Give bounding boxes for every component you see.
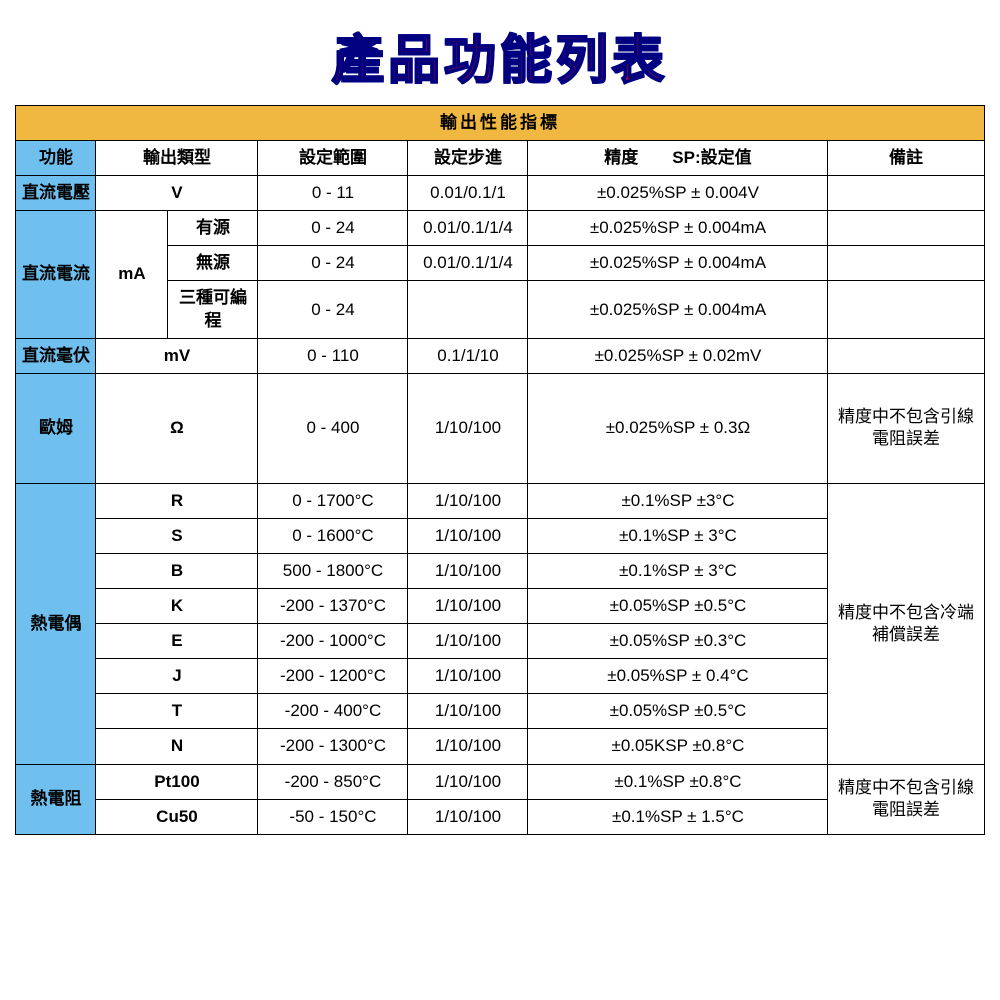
type-cell: Ω: [96, 373, 258, 483]
step-cell: 0.1/1/10: [408, 338, 528, 373]
table-row: 熱電阻 Pt100 -200 - 850°C 1/10/100 ±0.1%SP …: [16, 764, 984, 799]
step-cell: 1/10/100: [408, 589, 528, 624]
hdr-note: 備註: [828, 141, 984, 176]
subtype-cell: 無源: [168, 246, 258, 281]
type-cell: N: [96, 729, 258, 764]
type-cell: mA: [96, 211, 168, 338]
table-row: 歐姆 Ω 0 - 400 1/10/100 ±0.025%SP ± 0.3Ω 精…: [16, 373, 984, 483]
range-cell: 0 - 1700°C: [258, 483, 408, 518]
func-cell: 歐姆: [16, 373, 96, 483]
acc-cell: ±0.1%SP ±3°C: [528, 483, 828, 518]
acc-cell: ±0.05%SP ±0.3°C: [528, 624, 828, 659]
acc-cell: ±0.05%SP ± 0.4°C: [528, 659, 828, 694]
range-cell: 0 - 24: [258, 281, 408, 338]
acc-cell: ±0.1%SP ± 1.5°C: [528, 799, 828, 834]
step-cell: 1/10/100: [408, 659, 528, 694]
note-cell: [828, 176, 984, 211]
step-cell: 1/10/100: [408, 799, 528, 834]
page-title: 產品功能列表: [0, 0, 1000, 105]
table-banner-row: 輸出性能指標: [16, 106, 984, 141]
note-cell: [828, 246, 984, 281]
acc-cell: ±0.025%SP ± 0.3Ω: [528, 373, 828, 483]
type-cell: T: [96, 694, 258, 729]
type-cell: R: [96, 483, 258, 518]
note-cell: [828, 211, 984, 246]
step-cell: 0.01/0.1/1: [408, 176, 528, 211]
step-cell: 1/10/100: [408, 373, 528, 483]
step-cell: [408, 281, 528, 338]
range-cell: -50 - 150°C: [258, 799, 408, 834]
acc-cell: ±0.025%SP ± 0.004mA: [528, 211, 828, 246]
func-cell: 熱電阻: [16, 764, 96, 834]
func-cell: 熱電偶: [16, 483, 96, 764]
range-cell: -200 - 400°C: [258, 694, 408, 729]
step-cell: 0.01/0.1/1/4: [408, 246, 528, 281]
range-cell: 0 - 1600°C: [258, 518, 408, 553]
range-cell: 0 - 24: [258, 246, 408, 281]
hdr-range: 設定範圍: [258, 141, 408, 176]
acc-cell: ±0.025%SP ± 0.004mA: [528, 246, 828, 281]
acc-cell: ±0.1%SP ± 3°C: [528, 553, 828, 588]
type-cell: K: [96, 589, 258, 624]
note-cell: 精度中不包含引線電阻誤差: [828, 764, 984, 834]
table-row: 直流電流 mA 有源 0 - 24 0.01/0.1/1/4 ±0.025%SP…: [16, 211, 984, 246]
table-row: 直流毫伏 mV 0 - 110 0.1/1/10 ±0.025%SP ± 0.0…: [16, 338, 984, 373]
step-cell: 1/10/100: [408, 518, 528, 553]
step-cell: 1/10/100: [408, 553, 528, 588]
range-cell: 0 - 24: [258, 211, 408, 246]
range-cell: -200 - 1200°C: [258, 659, 408, 694]
acc-cell: ±0.025%SP ± 0.02mV: [528, 338, 828, 373]
range-cell: -200 - 1370°C: [258, 589, 408, 624]
range-cell: 500 - 1800°C: [258, 553, 408, 588]
range-cell: 0 - 400: [258, 373, 408, 483]
step-cell: 1/10/100: [408, 624, 528, 659]
type-cell: B: [96, 553, 258, 588]
hdr-func: 功能: [16, 141, 96, 176]
range-cell: -200 - 1000°C: [258, 624, 408, 659]
type-cell: S: [96, 518, 258, 553]
range-cell: -200 - 850°C: [258, 764, 408, 799]
step-cell: 1/10/100: [408, 764, 528, 799]
hdr-type: 輸出類型: [96, 141, 258, 176]
table-row: 直流電壓 V 0 - 11 0.01/0.1/1 ±0.025%SP ± 0.0…: [16, 176, 984, 211]
acc-cell: ±0.025%SP ± 0.004V: [528, 176, 828, 211]
acc-cell: ±0.05KSP ±0.8°C: [528, 729, 828, 764]
range-cell: -200 - 1300°C: [258, 729, 408, 764]
table-row: 熱電偶 R 0 - 1700°C 1/10/100 ±0.1%SP ±3°C 精…: [16, 483, 984, 518]
note-cell: 精度中不包含冷端補償誤差: [828, 483, 984, 764]
type-cell: J: [96, 659, 258, 694]
banner-cell: 輸出性能指標: [16, 106, 984, 141]
subtype-cell: 有源: [168, 211, 258, 246]
subtype-cell: 三種可編程: [168, 281, 258, 338]
step-cell: 1/10/100: [408, 694, 528, 729]
acc-cell: ±0.025%SP ± 0.004mA: [528, 281, 828, 338]
hdr-step: 設定步進: [408, 141, 528, 176]
acc-cell: ±0.05%SP ±0.5°C: [528, 589, 828, 624]
range-cell: 0 - 11: [258, 176, 408, 211]
type-cell: E: [96, 624, 258, 659]
acc-cell: ±0.1%SP ± 3°C: [528, 518, 828, 553]
type-cell: Cu50: [96, 799, 258, 834]
note-cell: 精度中不包含引線電阻誤差: [828, 373, 984, 483]
type-cell: Pt100: [96, 764, 258, 799]
type-cell: mV: [96, 338, 258, 373]
func-cell: 直流電流: [16, 211, 96, 338]
func-cell: 直流電壓: [16, 176, 96, 211]
range-cell: 0 - 110: [258, 338, 408, 373]
type-cell: V: [96, 176, 258, 211]
acc-cell: ±0.05%SP ±0.5°C: [528, 694, 828, 729]
hdr-accuracy: 精度 SP:設定值: [528, 141, 828, 176]
step-cell: 1/10/100: [408, 483, 528, 518]
note-cell: [828, 281, 984, 338]
func-cell: 直流毫伏: [16, 338, 96, 373]
step-cell: 1/10/100: [408, 729, 528, 764]
step-cell: 0.01/0.1/1/4: [408, 211, 528, 246]
spec-table: 輸出性能指標 功能 輸出類型 設定範圍 設定步進 精度 SP:設定值 備註 直流…: [15, 105, 984, 835]
acc-cell: ±0.1%SP ±0.8°C: [528, 764, 828, 799]
note-cell: [828, 338, 984, 373]
table-header-row: 功能 輸出類型 設定範圍 設定步進 精度 SP:設定值 備註: [16, 141, 984, 176]
